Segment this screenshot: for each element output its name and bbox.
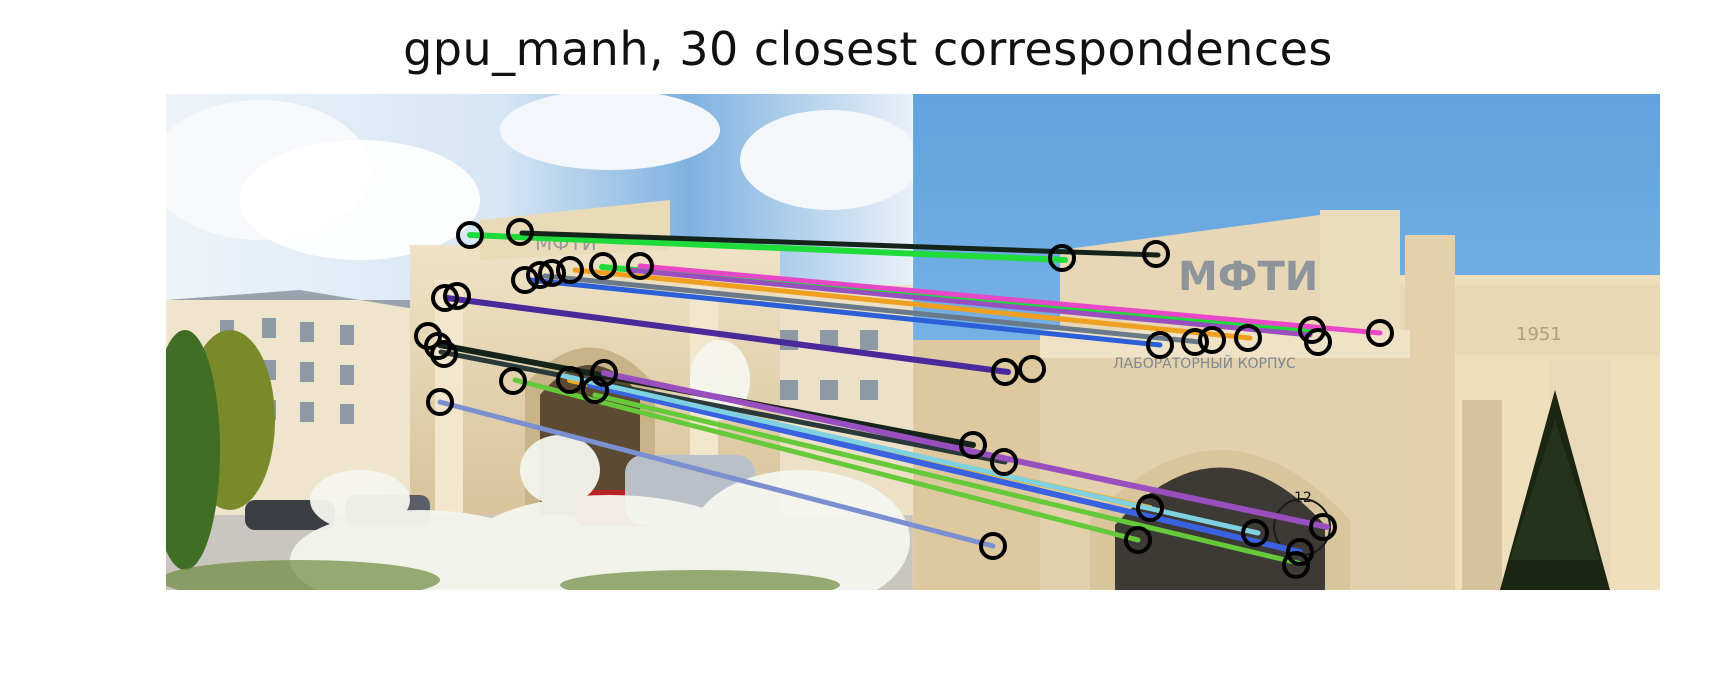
match-line	[592, 392, 1301, 566]
match-line	[512, 377, 1141, 543]
keypoint-marker	[626, 252, 654, 280]
keypoints	[414, 218, 1394, 579]
keypoint-marker	[1198, 326, 1226, 354]
keypoint-marker	[1241, 519, 1269, 547]
match-line	[467, 232, 1068, 263]
keypoint-marker	[979, 532, 1007, 560]
clock-label: 12	[1294, 490, 1312, 506]
match-line	[625, 267, 1313, 338]
keypoint-marker	[499, 367, 527, 395]
keypoint-marker	[589, 252, 617, 280]
right-plaque-text: ЛАБОРАТОРНЫЙ КОРПУС	[1113, 354, 1296, 372]
keypoint-marker	[556, 256, 584, 284]
keypoint-marker	[590, 359, 618, 387]
match-line	[587, 382, 1303, 555]
keypoint-marker	[991, 358, 1019, 386]
right-sign-text: МФТИ	[1178, 254, 1318, 300]
keypoint-marker	[526, 261, 554, 289]
keypoint-marker	[1048, 244, 1076, 272]
keypoint-marker	[1018, 355, 1046, 383]
keypoint-marker	[1146, 331, 1174, 359]
match-line	[572, 267, 1253, 341]
keypoint-marker	[1282, 551, 1310, 579]
match-line	[637, 263, 1383, 336]
keypoint-marker	[1309, 513, 1337, 541]
keypoint-marker	[538, 259, 566, 287]
keypoint-marker	[556, 366, 584, 394]
match-line	[557, 372, 1261, 536]
keypoint-marker	[1286, 538, 1314, 566]
keypoint-marker	[1124, 526, 1152, 554]
match-line	[438, 349, 1008, 465]
figure-title: gpu_manh, 30 closest correspondences	[403, 22, 1333, 76]
keypoint-marker	[431, 284, 459, 312]
keypoint-marker	[456, 221, 484, 249]
match-line	[444, 295, 1011, 375]
keypoint-marker	[443, 282, 471, 310]
left-photo: МФТИ	[166, 94, 913, 590]
match-line	[437, 399, 996, 549]
right-year-text: 1951	[1516, 324, 1562, 345]
correspondence-lines	[437, 230, 1383, 566]
keypoint-marker	[424, 332, 452, 360]
match-line	[527, 277, 1163, 348]
keypoint-marker	[1366, 319, 1394, 347]
keypoint-marker	[430, 340, 458, 368]
keypoint-marker	[1234, 324, 1262, 352]
keypoint-marker	[990, 448, 1018, 476]
keypoint-marker	[1304, 328, 1332, 356]
match-line	[542, 273, 1203, 345]
keypoint-marker	[1142, 240, 1170, 268]
keypoint-marker	[511, 266, 539, 294]
keypoint-marker	[1136, 494, 1164, 522]
match-line	[601, 370, 1330, 530]
keypoint-marker	[959, 431, 987, 459]
keypoint-marker	[426, 388, 454, 416]
keypoint-marker	[1181, 328, 1209, 356]
keypoint-marker	[506, 218, 534, 246]
